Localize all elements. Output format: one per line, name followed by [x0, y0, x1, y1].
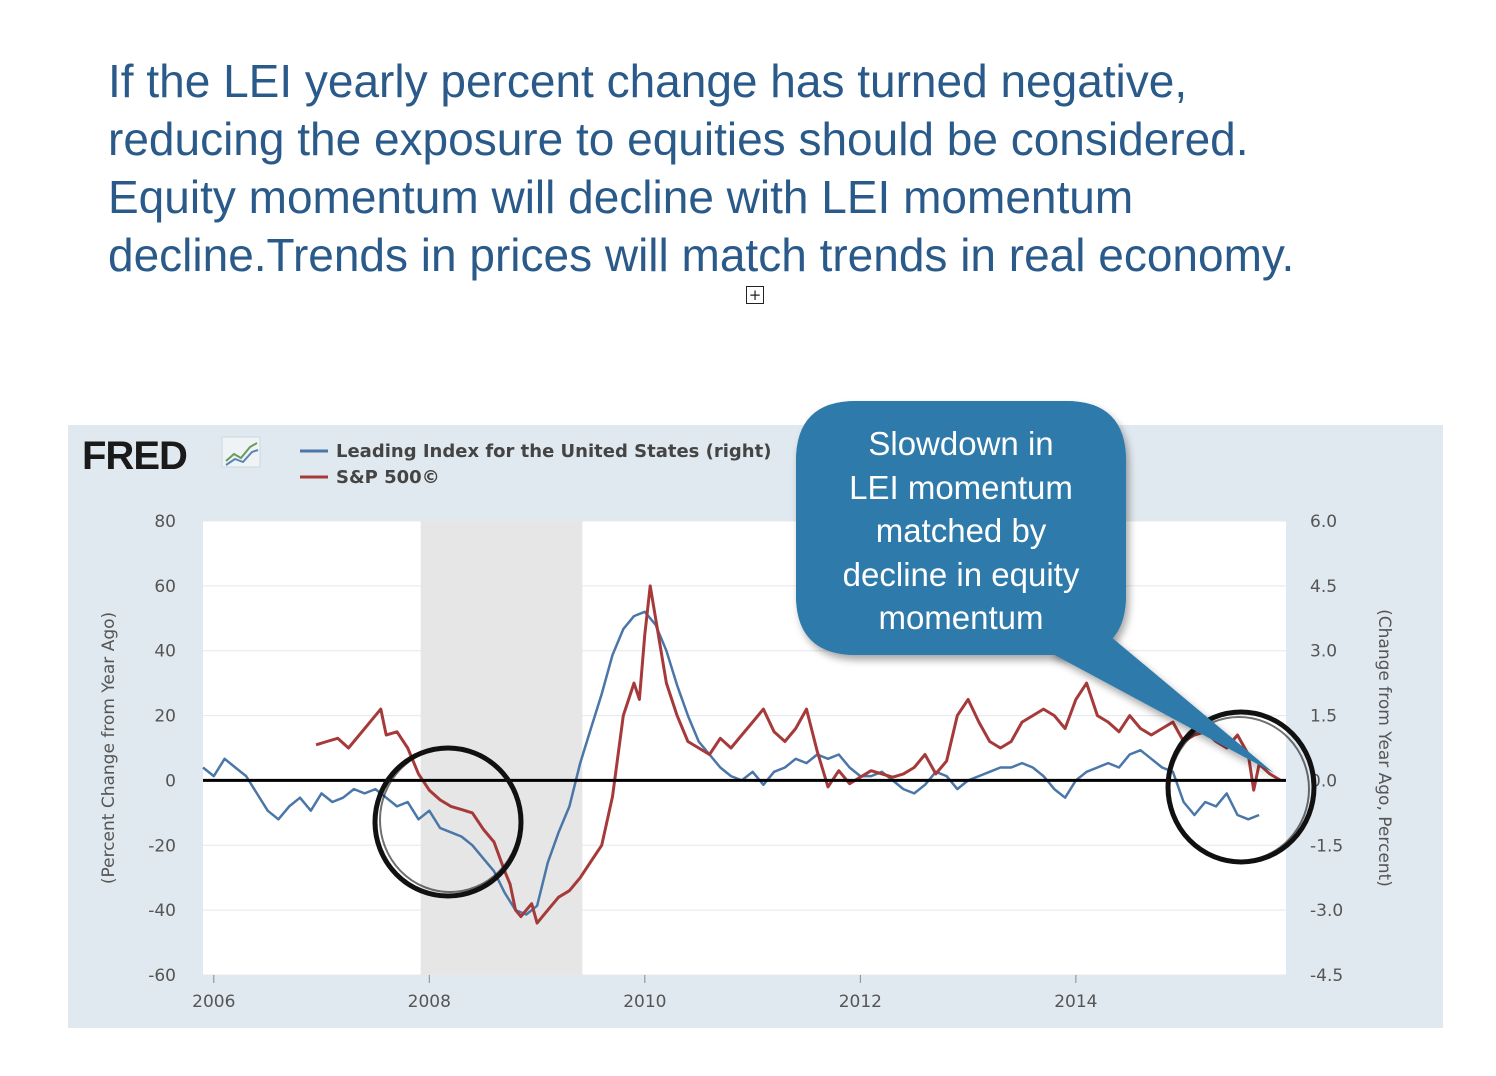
- left-tick-label: 40: [154, 642, 176, 662]
- fred-chart: FRED Leading Index for the United States…: [82, 434, 1394, 1012]
- callout-line-5: momentum: [878, 599, 1044, 636]
- left-tick-label: 20: [154, 707, 176, 727]
- right-tick-label: 0.0: [1310, 771, 1337, 791]
- expand-plus-icon[interactable]: +: [746, 286, 764, 304]
- right-tick-label: -3.0: [1310, 901, 1343, 921]
- left-tick-label: -40: [148, 901, 176, 921]
- callout-line-1: Slowdown in: [868, 425, 1054, 462]
- x-tick-label: 2006: [192, 992, 235, 1012]
- headline-line-3: Equity momentum will decline with LEI mo…: [108, 171, 1134, 223]
- x-tick-label: 2010: [623, 992, 666, 1012]
- headline-line-1: If the LEI yearly percent change has tur…: [108, 55, 1188, 107]
- legend: Leading Index for the United States (rig…: [300, 441, 771, 488]
- right-tick-label: 3.0: [1310, 642, 1337, 662]
- right-tick-label: 6.0: [1310, 512, 1337, 532]
- fred-logo-text: FRED: [82, 434, 187, 478]
- left-tick-label: 0: [165, 771, 176, 791]
- right-tick-label: -1.5: [1310, 836, 1343, 856]
- left-axis-label: (Percent Change from Year Ago): [99, 612, 119, 884]
- fred-logo-graph-icon: [221, 436, 261, 468]
- headline: If the LEI yearly percent change has tur…: [108, 52, 1438, 284]
- callout-bubble: [796, 401, 1274, 773]
- left-tick-label: -20: [148, 836, 176, 856]
- left-tick-label: -60: [148, 966, 176, 986]
- headline-line-2: reducing the exposure to equities should…: [108, 113, 1249, 165]
- legend-label-lei: Leading Index for the United States (rig…: [336, 441, 771, 462]
- callout-line-2: LEI momentum: [849, 468, 1073, 506]
- right-axis-ticks: 6.0 4.5 3.0 1.5 0.0 -1.5 -3.0 -4.5: [1310, 512, 1343, 986]
- right-axis-label: (Change from Year Ago, Percent): [1374, 609, 1394, 887]
- callout-text: Slowdown in LEI momentum matched by decl…: [796, 422, 1126, 640]
- callout-line-3: matched by: [875, 512, 1047, 549]
- series-line-sp500: [315, 584, 1282, 925]
- left-tick-label: 80: [154, 512, 176, 532]
- left-axis-ticks: 80 60 40 20 0 -20 -40 -60: [148, 512, 176, 986]
- x-tick-label: 2014: [1054, 992, 1097, 1012]
- callout-pointer: [1051, 601, 1274, 773]
- circle-annotation-2008: [372, 745, 524, 899]
- circle-annotation-2015: [1165, 709, 1317, 865]
- right-tick-label: 4.5: [1310, 577, 1337, 597]
- legend-label-sp500: S&P 500©: [336, 467, 440, 488]
- right-tick-label: -4.5: [1310, 966, 1343, 986]
- x-tick-label: 2008: [408, 992, 451, 1012]
- headline-line-4: decline.Trends in prices will match tren…: [108, 229, 1295, 281]
- fred-chart-panel: FRED Leading Index for the United States…: [68, 425, 1443, 1028]
- x-tick-label: 2012: [839, 992, 882, 1012]
- callout-line-4: decline in equity: [842, 555, 1080, 593]
- x-axis-ticks: 2006 2008 2010 2012 2014: [192, 975, 1097, 1012]
- right-tick-label: 1.5: [1310, 707, 1337, 727]
- left-tick-label: 60: [154, 577, 176, 597]
